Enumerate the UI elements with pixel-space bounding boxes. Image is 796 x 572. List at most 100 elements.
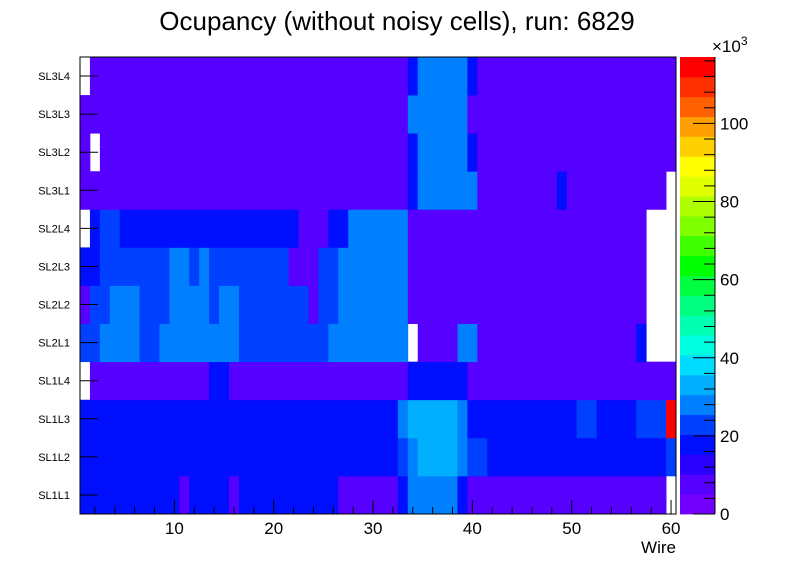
heatmap-cell (507, 95, 518, 134)
heatmap-cell (527, 209, 568, 248)
heatmap-cell (109, 285, 140, 324)
heatmap-cell (427, 133, 468, 172)
heatmap-cell (417, 57, 429, 96)
heatmap-cell (477, 133, 657, 172)
y-axis: SL1L1 SL1L2 SL1L3 SL1L4 SL2L1 SL2L2 SL2L3 SL2L4… (38, 71, 98, 502)
color-axis: 0 20 40 60 80 100 (693, 57, 748, 524)
heatmap-cell (477, 57, 657, 96)
heatmap-cell (159, 323, 240, 363)
heatmap-cell (99, 95, 409, 134)
heatmap-cell (407, 171, 419, 210)
palette-swatch (680, 136, 715, 157)
heatmap-cell (318, 247, 339, 286)
palette-swatch (680, 295, 715, 316)
heatmap-cell (99, 323, 140, 363)
x-tick-label: 10 (165, 519, 184, 538)
heatmap-cell (288, 247, 319, 286)
heatmap-cell (566, 171, 657, 210)
heatmap-cell (80, 399, 399, 439)
x-tick-label: 40 (463, 519, 482, 538)
palette-swatch (680, 235, 715, 257)
heatmap-cell (229, 475, 240, 515)
palette-swatch (680, 196, 715, 217)
heatmap-cell (656, 57, 677, 96)
heatmap-cell (477, 323, 637, 363)
heatmap-cell (527, 247, 647, 286)
palette-swatch (680, 215, 715, 237)
heatmap-cell (169, 285, 210, 324)
heatmap-cell (238, 285, 309, 324)
heatmap-cell (457, 475, 468, 515)
exponent-base: ×10 (712, 37, 741, 56)
heatmap-cell (656, 171, 667, 210)
z-tick-label: 40 (720, 349, 739, 368)
palette-swatch (680, 394, 715, 416)
x-tick-label: 60 (662, 519, 681, 538)
heatmap-cell (407, 57, 419, 96)
palette-swatch (680, 96, 715, 118)
plot-frame (79, 56, 677, 515)
x-tick-label: 20 (264, 519, 283, 538)
heatmap-cell (467, 361, 558, 401)
heatmap-cell (119, 209, 299, 248)
x-tick-label: 30 (364, 519, 383, 538)
y-tick-label: SL3L4 (38, 71, 70, 83)
heatmap-cell (209, 285, 220, 324)
heatmap-cell (407, 95, 419, 134)
heatmap-cell (457, 399, 468, 439)
heatmap-cell (209, 361, 230, 401)
heatmap-cell (566, 209, 587, 248)
y-tick-label: SL3L2 (38, 147, 70, 159)
palette-swatch (680, 454, 715, 475)
heatmap-cell (328, 323, 349, 363)
heatmap-cell (139, 285, 170, 324)
heatmap-cell (338, 285, 409, 324)
chart-title: Ocupancy (without noisy cells), run: 682… (159, 6, 634, 36)
heatmap-cell (397, 437, 409, 477)
heatmap-cell (99, 133, 409, 172)
heatmap-cell (586, 437, 667, 477)
heatmap-cell (80, 437, 399, 477)
heatmap-cell (467, 475, 667, 515)
y-tick-label: SL1L2 (38, 452, 70, 464)
y-tick-label: SL1L3 (38, 414, 70, 426)
palette-swatch (680, 315, 715, 336)
heatmap-cell (407, 133, 419, 172)
heatmap-cell (407, 285, 647, 324)
y-tick-label: SL1L1 (38, 490, 70, 502)
palette-swatch (680, 474, 715, 495)
heatmap-cell (99, 361, 210, 401)
heatmap-cell (427, 57, 468, 96)
palette-swatch (680, 76, 715, 98)
heatmap-cell (109, 57, 409, 96)
heatmap-cell (407, 247, 528, 286)
heatmap-cell (338, 247, 409, 286)
x-axis: 10 20 30 40 50 60 (94, 500, 681, 538)
palette-swatch (680, 414, 715, 435)
palette-swatch (680, 275, 715, 296)
x-tick-label: 50 (562, 519, 581, 538)
heatmap-cell (209, 247, 289, 286)
heatmap-cell (169, 247, 190, 286)
heatmap-cell (636, 399, 667, 439)
heatmap-cell (298, 209, 329, 248)
heatmap-cell (417, 133, 429, 172)
heatmap-cell (556, 171, 568, 210)
heatmap-cell (189, 247, 200, 286)
heatmap-cell (308, 285, 319, 324)
heatmap-cell (348, 323, 409, 363)
color-palette (680, 57, 715, 515)
heatmap-cell (89, 57, 111, 96)
heatmap-cell (308, 323, 329, 363)
heatmap-cell (139, 323, 160, 363)
heatmap-cell (457, 323, 478, 363)
x-axis-title: Wire (641, 538, 676, 557)
heatmap-cell (397, 475, 409, 515)
z-tick-label: 20 (720, 427, 739, 446)
heatmap-cells (80, 57, 677, 515)
heatmap-cell (576, 399, 597, 439)
heatmap-cell (457, 437, 468, 477)
heatmap-cell (467, 95, 508, 134)
heatmap-cell (467, 57, 478, 96)
